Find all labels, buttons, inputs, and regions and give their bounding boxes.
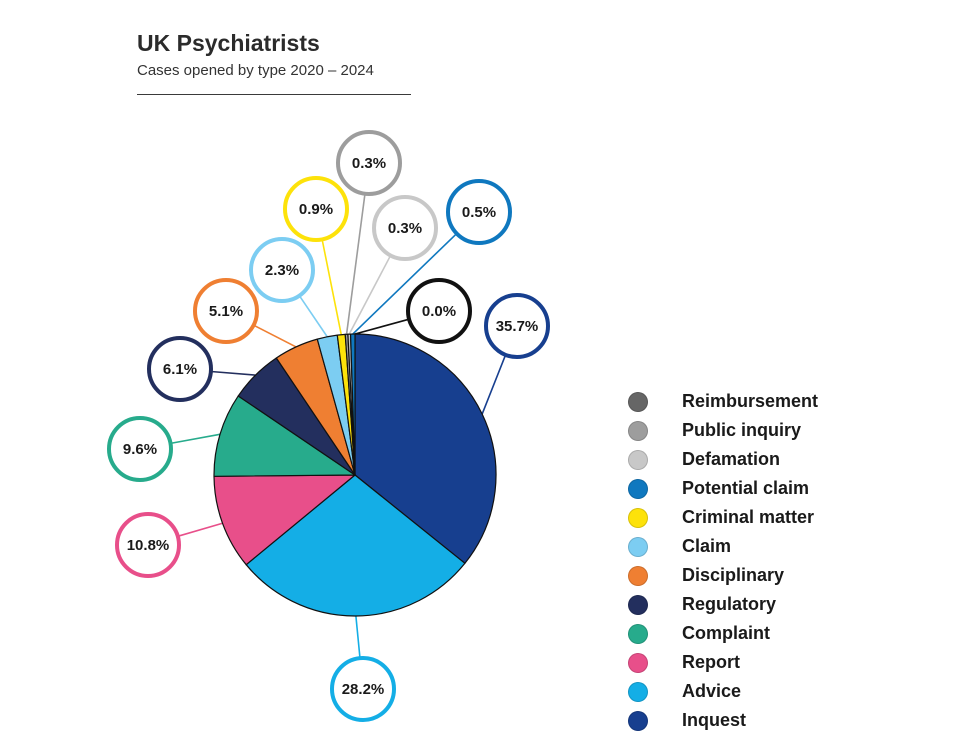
leader-line-regulatory bbox=[210, 370, 256, 376]
pie-slice-report bbox=[213, 474, 356, 566]
legend-label-potential-claim: Potential claim bbox=[682, 478, 810, 498]
legend-label-claim: Claim bbox=[682, 536, 732, 556]
data-label-defamation: 0.3% bbox=[388, 220, 422, 237]
leader-line-complaint bbox=[170, 433, 221, 445]
callout-bubble-reimbursement bbox=[406, 278, 472, 344]
chart-title: UK Psychiatrists bbox=[137, 30, 320, 56]
leader-line-criminal-matter bbox=[321, 239, 343, 335]
legend-item-inquest: Inquest bbox=[628, 706, 818, 735]
callout-bubble-inquest bbox=[484, 293, 550, 359]
pie-slices bbox=[213, 333, 497, 617]
legend-label-regulatory: Regulatory bbox=[682, 594, 777, 614]
legend-item-public-inquiry: Public inquiry bbox=[628, 416, 818, 445]
leader-line-disciplinary bbox=[253, 324, 297, 348]
legend-swatch-potential-claim bbox=[628, 478, 648, 499]
legend-swatch-inquest bbox=[628, 710, 648, 731]
legend-swatch-disciplinary bbox=[628, 565, 648, 586]
pie-slice-complaint bbox=[213, 395, 356, 477]
legend-item-regulatory: Regulatory bbox=[628, 590, 818, 619]
leader-line-inquest bbox=[481, 354, 507, 415]
callout-bubbles: 35.7% 28.2% 10.8% 9.6% 6.1% 5.1% 2.3% 0.9% 0.3% 0… bbox=[107, 130, 550, 722]
legend-item-complaint: Complaint bbox=[628, 619, 818, 648]
legend-label-criminal-matter: Criminal matter bbox=[682, 507, 815, 527]
legend-label-inquest: Inquest bbox=[682, 710, 747, 730]
callout-bubble-advice bbox=[330, 656, 396, 722]
legend-item-report: Report bbox=[628, 648, 818, 677]
legend-swatch-advice bbox=[628, 681, 648, 702]
legend-swatch-public-inquiry bbox=[628, 420, 648, 441]
leader-line-advice bbox=[355, 615, 361, 659]
pie-slice-inquest bbox=[354, 333, 497, 564]
legend-item-advice: Advice bbox=[628, 677, 818, 706]
legend-swatch-criminal-matter bbox=[628, 507, 648, 528]
legend-item-defamation: Defamation bbox=[628, 445, 818, 474]
legend-swatch-complaint bbox=[628, 623, 648, 644]
chart-subtitle: Cases opened by type 2020 – 2024 bbox=[137, 62, 374, 79]
legend-item-claim: Claim bbox=[628, 532, 818, 561]
data-label-inquest: 35.7% bbox=[496, 318, 539, 335]
data-label-potential-claim: 0.5% bbox=[462, 204, 496, 221]
leader-line-reimbursement bbox=[354, 318, 410, 335]
data-label-disciplinary: 5.1% bbox=[209, 303, 243, 320]
legend-swatch-claim bbox=[628, 536, 648, 557]
callout-bubble-regulatory bbox=[147, 336, 213, 402]
callout-bubble-defamation bbox=[372, 195, 438, 261]
callout-leaders bbox=[170, 193, 507, 659]
data-label-advice: 28.2% bbox=[342, 681, 385, 698]
legend-label-defamation: Defamation bbox=[682, 449, 781, 469]
callout-bubble-report bbox=[115, 512, 181, 578]
title-divider bbox=[137, 94, 411, 95]
data-label-report: 10.8% bbox=[127, 537, 170, 554]
legend-swatch-regulatory bbox=[628, 594, 648, 615]
legend-label-report: Report bbox=[682, 652, 740, 672]
callout-bubble-potential-claim bbox=[446, 179, 512, 245]
legend-label-public-inquiry: Public inquiry bbox=[682, 420, 802, 440]
callout-bubble-public-inquiry bbox=[336, 130, 402, 196]
legend-item-disciplinary: Disciplinary bbox=[628, 561, 818, 590]
callout-bubble-complaint bbox=[107, 416, 173, 482]
pie-slice-advice bbox=[245, 474, 466, 617]
callout-bubble-claim bbox=[249, 237, 315, 303]
legend-label-disciplinary: Disciplinary bbox=[682, 565, 785, 585]
callout-bubble-disciplinary bbox=[193, 278, 259, 344]
legend-label-complaint: Complaint bbox=[682, 623, 770, 643]
leader-line-defamation bbox=[348, 255, 392, 335]
legend-swatch-report bbox=[628, 652, 648, 673]
legend-item-potential-claim: Potential claim bbox=[628, 474, 818, 503]
chart-legend: Reimbursement Public inquiry Defamation Pot… bbox=[628, 387, 818, 735]
legend-label-reimbursement: Reimbursement bbox=[682, 391, 819, 411]
data-label-reimbursement: 0.0% bbox=[422, 303, 456, 320]
data-label-criminal-matter: 0.9% bbox=[299, 201, 333, 218]
legend-item-reimbursement: Reimbursement bbox=[628, 387, 818, 416]
data-label-claim: 2.3% bbox=[265, 262, 299, 279]
pie-slice-potential-claim bbox=[349, 333, 356, 476]
leader-line-public-inquiry bbox=[345, 193, 366, 335]
data-label-public-inquiry: 0.3% bbox=[352, 155, 386, 172]
data-label-complaint: 9.6% bbox=[123, 441, 157, 458]
legend-swatch-defamation bbox=[628, 449, 648, 470]
leader-line-claim bbox=[298, 295, 328, 338]
data-label-regulatory: 6.1% bbox=[163, 361, 197, 378]
legend-swatch-reimbursement bbox=[628, 391, 648, 412]
legend-item-criminal-matter: Criminal matter bbox=[628, 503, 818, 532]
callout-bubble-criminal-matter bbox=[283, 176, 349, 242]
legend-label-advice: Advice bbox=[682, 681, 742, 701]
leader-line-report bbox=[177, 522, 223, 538]
leader-line-potential-claim bbox=[352, 232, 458, 335]
